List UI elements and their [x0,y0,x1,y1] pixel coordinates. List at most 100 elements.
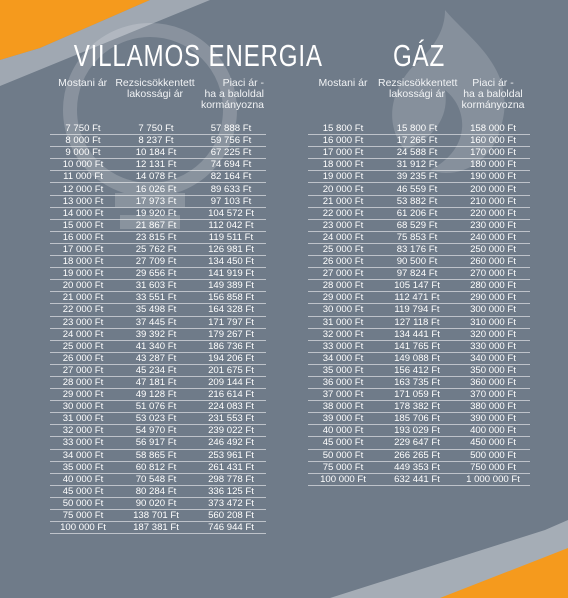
table-row: 28 000 Ft 105 147 Ft 280 000 Ft [308,280,530,293]
table-cell: 300 000 Ft [470,304,516,316]
table-cell: 82 164 Ft [210,171,252,183]
table-row: 100 000 Ft 632 441 Ft 1 000 000 Ft [308,474,530,486]
table-cell: 35 000 Ft [322,364,364,376]
table-cell: 350 000 Ft [470,364,516,376]
table-cell: 53 023 Ft [135,413,177,425]
table-row: 7 750 Ft 7 750 Ft 57 888 Ft [50,123,266,136]
table-cell: 156 412 Ft [394,364,440,376]
gas-header-current: Mostani ár [318,77,368,89]
table-row: 31 000 Ft 53 023 Ft 231 553 Ft [50,413,266,426]
table-cell: 25 000 Ft [62,340,104,352]
table-cell: 51 076 Ft [135,401,177,413]
table-cell: 632 441 Ft [394,473,440,485]
table-cell: 149 389 Ft [208,280,254,292]
table-cell: 240 000 Ft [470,231,516,243]
table-cell: 29 656 Ft [135,268,177,280]
table-cell: 19 920 Ft [135,207,177,219]
table-row: 35 000 Ft 60 812 Ft 261 431 Ft [50,462,266,474]
table-cell: 224 083 Ft [208,401,254,413]
table-cell: 170 000 Ft [470,147,516,159]
table-row: 19 000 Ft 29 656 Ft 141 919 Ft [50,268,266,281]
table-row: 16 000 Ft 17 265 Ft 160 000 Ft [308,135,530,148]
table-cell: 23 815 Ft [135,231,177,243]
table-cell: 49 128 Ft [135,389,177,401]
table-cell: 260 000 Ft [470,256,516,268]
table-cell: 83 176 Ft [396,243,438,255]
table-cell: 20 000 Ft [322,183,364,195]
table-cell: 37 445 Ft [135,316,177,328]
table-cell: 29 000 Ft [322,292,364,304]
table-row: 14 000 Ft 19 920 Ft 104 572 Ft [50,208,266,220]
table-cell: 370 000 Ft [470,389,516,401]
table-cell: 270 000 Ft [470,268,516,280]
table-row: 34 000 Ft 149 088 Ft 340 000 Ft [308,353,530,365]
table-cell: 201 675 Ft [208,364,254,376]
table-cell: 90 500 Ft [396,256,438,268]
table-row: 40 000 Ft 193 029 Ft 400 000 Ft [308,425,530,438]
table-cell: 746 944 Ft [208,522,254,534]
table-cell: 141 919 Ft [208,268,254,280]
table-row: 15 800 Ft 15 800 Ft 158 000 Ft [308,123,530,136]
table-cell: 179 267 Ft [208,328,254,340]
table-row: 30 000 Ft 51 076 Ft 224 083 Ft [50,401,266,414]
table-row: 45 000 Ft 229 647 Ft 450 000 Ft [308,437,530,450]
table-cell: 229 647 Ft [394,437,440,449]
table-cell: 47 181 Ft [135,377,177,389]
table-cell: 15 000 Ft [62,219,104,231]
table-cell: 231 553 Ft [208,413,254,425]
table-cell: 250 000 Ft [470,243,516,255]
table-cell: 10 000 Ft [62,159,104,171]
table-cell: 112 042 Ft [208,219,254,231]
table-cell: 330 000 Ft [470,340,516,352]
table-row: 27 000 Ft 97 824 Ft 270 000 Ft [308,268,530,281]
table-cell: 23 000 Ft [62,316,104,328]
table-cell: 22 000 Ft [322,207,364,219]
table-cell: 29 000 Ft [62,389,104,401]
table-cell: 216 614 Ft [208,389,254,401]
table-cell: 24 000 Ft [322,231,364,243]
table-cell: 390 000 Ft [470,413,516,425]
table-cell: 61 206 Ft [396,207,438,219]
table-cell: 28 000 Ft [62,377,104,389]
electricity-panel: VILLAMOS ENERGIA Mostani ár Rezsicsökken… [50,38,322,535]
table-cell: 104 572 Ft [208,207,254,219]
table-cell: 24 588 Ft [396,147,438,159]
table-cell: 45 000 Ft [62,485,104,497]
table-cell: 134 450 Ft [208,256,254,268]
electricity-header-reduced: Rezsicsökkentett lakossági ár [115,77,195,100]
table-row: 16 000 Ft 23 815 Ft 119 511 Ft [50,232,266,244]
table-row: 23 000 Ft 37 445 Ft 171 797 Ft [50,317,266,329]
table-row: 45 000 Ft 80 284 Ft 336 125 Ft [50,486,266,498]
table-cell: 290 000 Ft [470,292,516,304]
table-cell: 58 865 Ft [135,449,177,461]
table-cell: 360 000 Ft [470,377,516,389]
table-cell: 23 000 Ft [322,219,364,231]
table-row: 19 000 Ft 39 235 Ft 190 000 Ft [308,171,530,184]
table-cell: 19 000 Ft [322,171,364,183]
table-cell: 7 750 Ft [138,123,174,135]
table-row: 10 000 Ft 12 131 Ft 74 694 Ft [50,159,266,172]
table-cell: 16 000 Ft [62,231,104,243]
table-row: 21 000 Ft 33 551 Ft 156 858 Ft [50,292,266,305]
table-cell: 39 235 Ft [396,171,438,183]
table-cell: 10 184 Ft [135,147,177,159]
table-cell: 320 000 Ft [470,328,516,340]
table-row: 18 000 Ft 27 709 Ft 134 450 Ft [50,256,266,269]
table-row: 31 000 Ft 127 118 Ft 310 000 Ft [308,317,530,329]
table-cell: 68 529 Ft [396,219,438,231]
table-cell: 36 000 Ft [322,377,364,389]
electricity-header-current: Mostani ár [58,77,108,89]
table-row: 30 000 Ft 119 794 Ft 300 000 Ft [308,304,530,317]
table-cell: 500 000 Ft [470,449,516,461]
table-cell: 21 000 Ft [322,195,364,207]
table-row: 9 000 Ft 10 184 Ft 67 225 Ft [50,147,266,160]
table-cell: 74 694 Ft [210,159,252,171]
table-cell: 16 000 Ft [322,135,364,147]
table-cell: 33 000 Ft [62,437,104,449]
table-row: 39 000 Ft 185 706 Ft 390 000 Ft [308,413,530,426]
table-row: 40 000 Ft 70 548 Ft 298 778 Ft [50,474,266,486]
table-cell: 12 000 Ft [62,183,104,195]
table-row: 33 000 Ft 141 765 Ft 330 000 Ft [308,341,530,353]
table-row: 27 000 Ft 45 234 Ft 201 675 Ft [50,365,266,377]
table-row: 25 000 Ft 83 176 Ft 250 000 Ft [308,243,530,257]
